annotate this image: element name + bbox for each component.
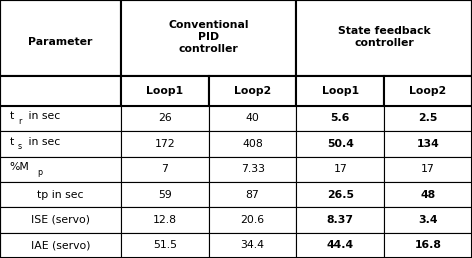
Bar xyxy=(384,157,472,182)
Text: IAE (servo): IAE (servo) xyxy=(31,240,90,250)
Bar xyxy=(0,157,121,182)
Text: r: r xyxy=(18,117,21,126)
Text: t: t xyxy=(9,137,14,147)
Bar xyxy=(296,106,384,131)
Text: 26: 26 xyxy=(158,114,172,124)
Text: in sec: in sec xyxy=(25,111,60,122)
Bar xyxy=(296,76,384,106)
Bar xyxy=(0,233,121,258)
Text: 3.4: 3.4 xyxy=(418,215,438,225)
Text: 50.4: 50.4 xyxy=(327,139,354,149)
Text: 12.8: 12.8 xyxy=(153,215,177,225)
Text: p: p xyxy=(37,168,42,177)
Text: 7.33: 7.33 xyxy=(241,164,265,174)
Bar xyxy=(296,0,472,76)
Bar xyxy=(121,207,209,233)
Bar xyxy=(121,157,209,182)
Bar xyxy=(121,106,209,131)
Bar xyxy=(209,207,296,233)
Text: 20.6: 20.6 xyxy=(241,215,265,225)
Bar xyxy=(209,182,296,207)
Text: 7: 7 xyxy=(161,164,169,174)
Bar xyxy=(0,131,121,157)
Bar xyxy=(209,157,296,182)
Text: State feedback
controller: State feedback controller xyxy=(338,26,430,47)
Text: 17: 17 xyxy=(421,164,435,174)
Bar xyxy=(296,131,384,157)
Text: 172: 172 xyxy=(154,139,175,149)
Text: 408: 408 xyxy=(242,139,263,149)
Text: ISE (servo): ISE (servo) xyxy=(31,215,90,225)
Text: 8.37: 8.37 xyxy=(327,215,354,225)
Bar xyxy=(384,207,472,233)
Text: t: t xyxy=(9,111,14,122)
Bar xyxy=(0,0,121,76)
Bar xyxy=(121,182,209,207)
Text: 34.4: 34.4 xyxy=(241,240,265,250)
Bar xyxy=(0,207,121,233)
Text: 40: 40 xyxy=(245,114,260,124)
Text: 17: 17 xyxy=(334,164,347,174)
Bar xyxy=(209,233,296,258)
Bar xyxy=(209,131,296,157)
Text: s: s xyxy=(18,142,22,151)
Text: %M: %M xyxy=(9,162,29,172)
Bar xyxy=(0,182,121,207)
Bar xyxy=(384,233,472,258)
Text: 5.6: 5.6 xyxy=(331,114,350,124)
Bar xyxy=(384,106,472,131)
Bar xyxy=(384,131,472,157)
Bar xyxy=(296,182,384,207)
Bar xyxy=(121,233,209,258)
Bar xyxy=(296,207,384,233)
Text: 2.5: 2.5 xyxy=(419,114,438,124)
Text: 87: 87 xyxy=(246,190,260,200)
Text: 51.5: 51.5 xyxy=(153,240,177,250)
Text: 16.8: 16.8 xyxy=(415,240,442,250)
Bar xyxy=(209,106,296,131)
Text: tp in sec: tp in sec xyxy=(37,190,84,200)
Text: Loop2: Loop2 xyxy=(234,86,271,96)
Bar xyxy=(121,0,296,76)
Text: Loop2: Loop2 xyxy=(410,86,447,96)
Bar xyxy=(0,76,121,106)
Text: 44.4: 44.4 xyxy=(327,240,354,250)
Bar xyxy=(296,233,384,258)
Text: Loop1: Loop1 xyxy=(322,86,359,96)
Text: in sec: in sec xyxy=(25,137,60,147)
Bar xyxy=(209,76,296,106)
Text: Conventional
PID
controller: Conventional PID controller xyxy=(169,20,249,53)
Text: 48: 48 xyxy=(421,190,436,200)
Text: 26.5: 26.5 xyxy=(327,190,354,200)
Text: 59: 59 xyxy=(158,190,172,200)
Bar xyxy=(121,131,209,157)
Bar xyxy=(121,76,209,106)
Bar xyxy=(0,106,121,131)
Text: Parameter: Parameter xyxy=(28,37,93,47)
Bar xyxy=(384,182,472,207)
Bar xyxy=(384,76,472,106)
Bar xyxy=(296,157,384,182)
Text: Loop1: Loop1 xyxy=(146,86,184,96)
Text: 134: 134 xyxy=(417,139,439,149)
